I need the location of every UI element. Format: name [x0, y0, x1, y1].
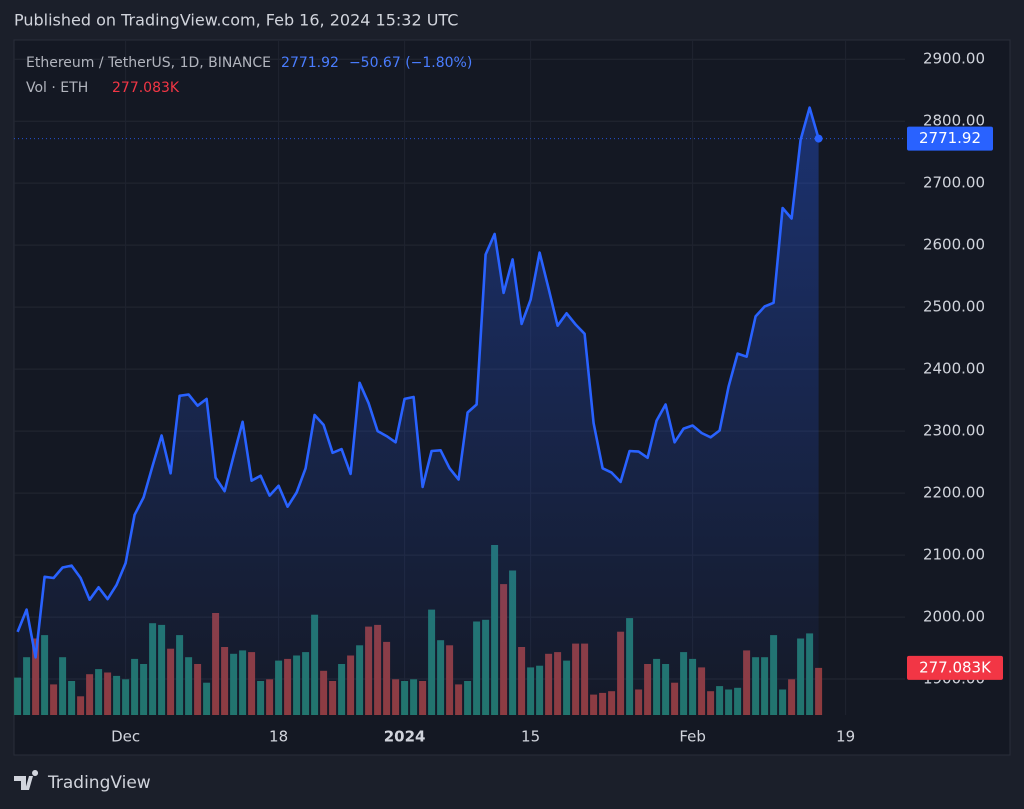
x-tick-label: Feb	[679, 728, 706, 746]
y-tick-label: 2900.00	[923, 50, 985, 68]
last-price-box	[907, 126, 993, 151]
y-tick-label: 2700.00	[923, 174, 985, 192]
volume-last: 277.083K	[112, 80, 180, 96]
symbol-name: Ethereum / TetherUS, 1D, BINANCE	[26, 55, 271, 71]
y-tick-label: 2300.00	[923, 422, 985, 440]
y-tick-label: 2000.00	[923, 608, 985, 626]
x-tick-label: 19	[836, 728, 855, 746]
x-tick-label: 2024	[384, 728, 426, 746]
y-tick-label: 2200.00	[923, 484, 985, 502]
published-text: Published on TradingView.com, Feb 16, 20…	[14, 11, 458, 30]
brand-text: TradingView	[47, 773, 151, 793]
y-tick-label: 2800.00	[923, 112, 985, 130]
last-price: 2771.92	[281, 55, 339, 71]
y-tick-label: 2500.00	[923, 298, 985, 316]
volume-label-box	[907, 655, 1003, 680]
price-change: −50.67 (−1.80%)	[349, 55, 472, 71]
y-tick-label: 2100.00	[923, 546, 985, 564]
x-tick-label: Dec	[111, 728, 140, 746]
volume-name: Vol · ETH	[26, 80, 88, 96]
last-price-label: 2771.92	[919, 129, 981, 147]
x-tick-label: 18	[269, 728, 288, 746]
x-tick-label: 15	[521, 728, 540, 746]
brand-logo	[14, 770, 39, 790]
y-tick-label: 2600.00	[923, 236, 985, 254]
price-area	[17, 107, 819, 716]
volume-label: 277.083K	[919, 658, 992, 676]
y-tick-label: 2400.00	[923, 360, 985, 378]
last-point	[814, 134, 823, 143]
price-line	[16, 106, 820, 659]
